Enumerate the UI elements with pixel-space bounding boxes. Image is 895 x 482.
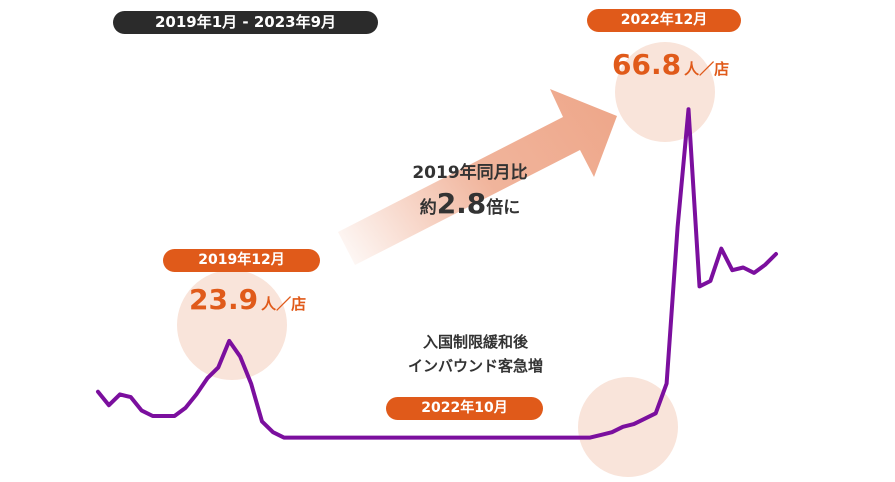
- start-highlight-circle: [177, 270, 287, 380]
- comparison-value: 2.8: [436, 187, 487, 220]
- start-callout-value: 23.9 人／店: [189, 283, 306, 316]
- comparison-suffix: 倍に: [486, 198, 521, 218]
- comparison-prefix: 約: [419, 198, 437, 218]
- start-unit: 人／店: [261, 295, 307, 313]
- series-line: [96, 107, 778, 440]
- start-callout-label: 2019年12月: [163, 249, 320, 272]
- period-label: 2019年1月 - 2023年9月: [113, 11, 378, 34]
- comparison-note: 2019年同月比 約2.8倍に: [390, 160, 550, 226]
- reopen-note-line1: 入国制限緩和後: [422, 333, 528, 351]
- peak-unit: 人／店: [684, 60, 730, 78]
- reopen-callout-label: 2022年10月: [386, 397, 543, 420]
- peak-callout-label: 2022年12月: [587, 9, 741, 32]
- comparison-line1: 2019年同月比: [412, 163, 528, 183]
- comparison-line2: 約2.8倍に: [390, 186, 550, 226]
- peak-callout-value: 66.8 人／店: [612, 48, 729, 81]
- start-value: 23.9: [189, 283, 259, 316]
- growth-arrow: [338, 89, 617, 265]
- reopen-note: 入国制限緩和後 インバウンド客急増: [398, 330, 553, 378]
- peak-value: 66.8: [612, 48, 682, 81]
- reopen-note-line2: インバウンド客急増: [407, 357, 543, 375]
